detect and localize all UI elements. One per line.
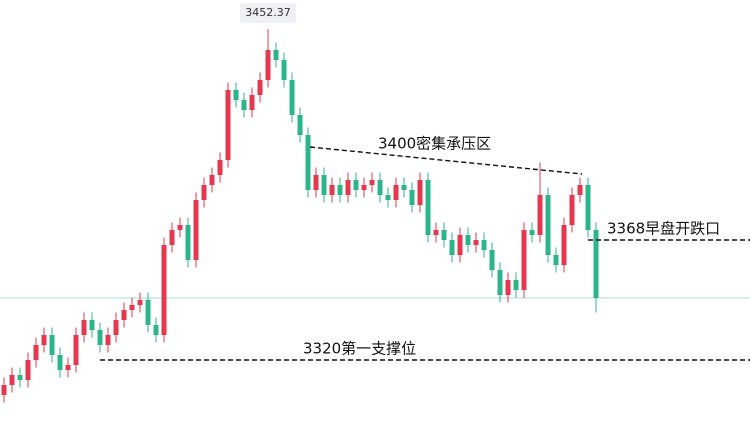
- candle-body: [385, 195, 391, 200]
- candle-body: [57, 355, 63, 370]
- candle-body: [425, 180, 431, 235]
- candle-body: [33, 345, 39, 360]
- candle-body: [209, 175, 215, 185]
- candle-body: [521, 230, 527, 290]
- candle-body: [273, 50, 279, 60]
- candle-body: [1, 385, 7, 395]
- annotation-text: 3320第一支撑位: [303, 340, 416, 358]
- candle-body: [241, 100, 247, 110]
- candle-body: [161, 245, 167, 335]
- candle-body: [89, 320, 95, 330]
- candle-body: [233, 90, 239, 100]
- candle-body: [17, 375, 23, 380]
- candle-body: [217, 160, 223, 175]
- candle-body: [401, 185, 407, 190]
- candle-body: [249, 95, 255, 110]
- candle-body: [193, 200, 199, 260]
- candle-body: [201, 185, 207, 200]
- candle-body: [137, 300, 143, 305]
- candle-body: [257, 80, 263, 95]
- candle-body: [433, 230, 439, 235]
- candle-body: [25, 360, 31, 380]
- candle-body: [129, 305, 135, 310]
- annotation-text: 3368早盘开跌口: [607, 220, 720, 238]
- candle-body: [345, 180, 351, 195]
- candle-body: [457, 235, 463, 255]
- candle-body: [465, 235, 471, 245]
- candle-body: [113, 320, 119, 335]
- annotation-line: [309, 146, 583, 175]
- candle-body: [145, 300, 151, 325]
- candle-body: [569, 195, 575, 225]
- candle-body: [9, 375, 15, 385]
- candle-body: [593, 230, 599, 298]
- candle-body: [329, 185, 335, 195]
- candle-body: [449, 240, 455, 255]
- candle-body: [65, 365, 71, 370]
- candle-body: [297, 115, 303, 135]
- candle-body: [481, 240, 487, 250]
- high-label: 3452.37: [245, 6, 291, 19]
- candle-body: [105, 335, 111, 345]
- candle-body: [265, 50, 271, 80]
- candle-body: [289, 80, 295, 115]
- candle-body: [281, 60, 287, 80]
- candle-body: [169, 230, 175, 245]
- high-label-box: [240, 3, 296, 23]
- candle-body: [81, 320, 87, 335]
- candle-body: [353, 180, 359, 190]
- annotation-text: 3400密集承压区: [378, 135, 491, 153]
- candle-body: [505, 280, 511, 295]
- candle-body: [41, 335, 47, 345]
- candle-body: [177, 225, 183, 230]
- candle-body: [585, 185, 591, 230]
- candle-body: [513, 280, 519, 290]
- candle-body: [361, 185, 367, 190]
- candle-body: [153, 325, 159, 335]
- candle-body: [49, 335, 55, 355]
- candle-body: [553, 255, 559, 265]
- candle-body: [545, 195, 551, 255]
- candle-body: [497, 270, 503, 295]
- candle-body: [305, 135, 311, 190]
- candle-body: [489, 250, 495, 270]
- candle-body: [369, 180, 375, 185]
- candle-body: [377, 180, 383, 195]
- candle-body: [185, 225, 191, 260]
- candle-body: [225, 90, 231, 160]
- candle-body: [121, 310, 127, 320]
- candle-body: [321, 175, 327, 195]
- candle-body: [409, 190, 415, 205]
- candle-body: [529, 230, 535, 235]
- candle-body: [313, 175, 319, 190]
- candle-body: [473, 240, 479, 245]
- candle-body: [537, 195, 543, 235]
- candle-body: [97, 330, 103, 345]
- candle-body: [337, 185, 343, 195]
- candle-body: [577, 185, 583, 195]
- candle-body: [441, 230, 447, 240]
- candle-body: [73, 335, 79, 365]
- candle-body: [417, 180, 423, 205]
- candle-body: [393, 185, 399, 200]
- candle-body: [561, 225, 567, 265]
